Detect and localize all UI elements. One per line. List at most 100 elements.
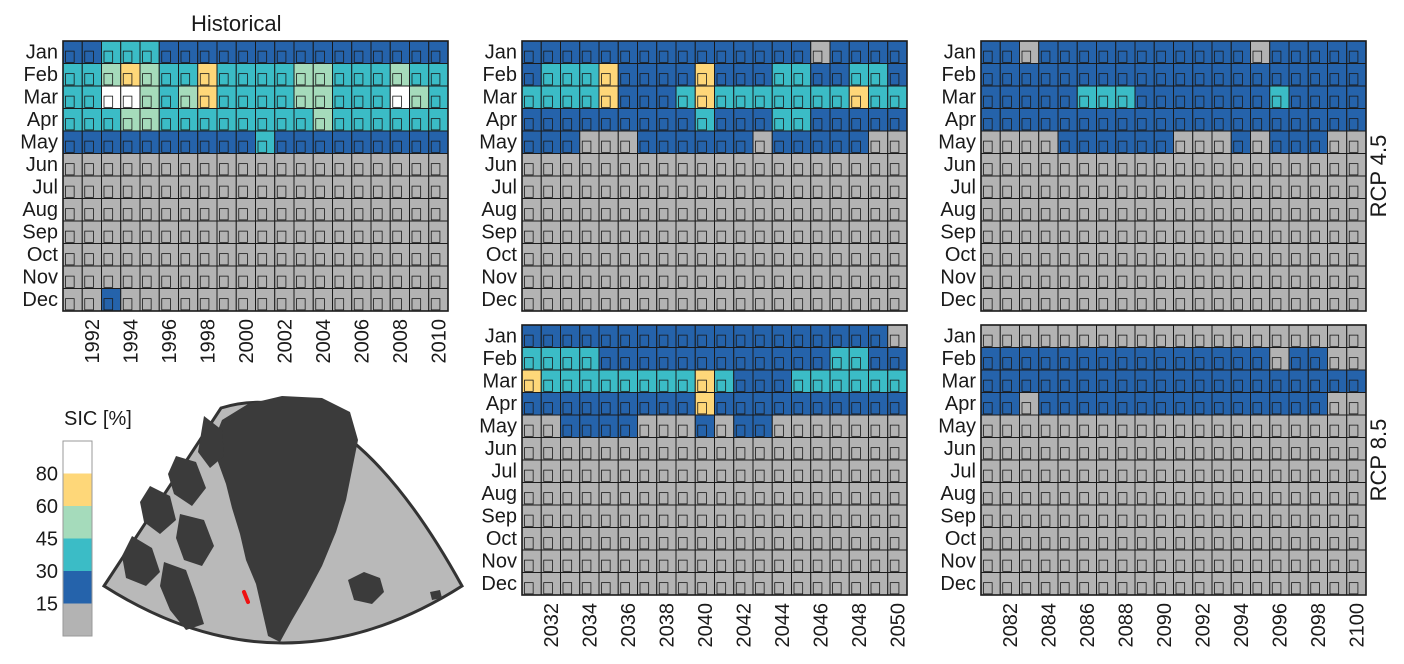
heatmap-cell-inner [716,208,727,221]
heatmap-cell-inner [430,298,441,311]
heatmap-cell-inner [1348,402,1359,415]
heatmap-cell-inner [678,559,688,572]
heatmap-cell-inner [199,95,210,108]
heatmap-cell-inner [639,118,650,131]
heatmap-cell-inner [1021,469,1032,482]
heatmap-cell-inner [983,118,993,131]
heatmap-cell-inner [774,514,784,527]
heatmap-cell-inner [65,73,75,86]
heatmap-cell-inner [1040,163,1051,176]
heatmap-cell-inner [812,469,823,482]
heatmap-cell-inner [199,73,210,86]
heatmap-cell-inner [1137,334,1147,347]
heatmap-cell-inner [543,95,553,108]
heatmap-cell-inner [1348,208,1359,221]
heatmap-cell-inner [581,208,592,221]
heatmap-cell-inner [870,559,881,572]
heatmap-cell-inner [601,379,611,392]
heatmap-cell-inner [1233,163,1243,176]
heatmap-cell-inner [1310,469,1320,482]
heatmap-cell-inner [620,95,630,108]
heatmap-cell-inner [1079,95,1089,108]
heatmap-cell-inner [334,73,345,86]
heatmap-cell-inner [620,559,630,572]
heatmap-cell-inner [1233,73,1243,86]
heatmap-cell-inner [851,424,861,437]
heatmap-cell-inner [84,140,94,153]
heatmap-cell-inner [1156,275,1166,288]
heatmap-cell-inner [851,163,861,176]
heatmap-cell-inner [1271,275,1282,288]
heatmap-cell-inner [755,402,765,415]
heatmap-cell-inner [1194,334,1205,347]
heatmap-cell-inner [620,334,630,347]
heatmap-cell-inner [1040,230,1051,243]
heatmap-cell-inner [678,447,688,460]
heatmap-cell-inner [1117,514,1128,527]
heatmap-cell-inner [1233,379,1243,392]
heatmap-cell-inner [812,163,823,176]
heatmap-cell-inner [1291,118,1301,131]
month-tick-label: Oct [945,528,977,550]
heatmap-cell-inner [238,50,248,63]
heatmap-cell-inner [983,537,993,550]
heatmap-cell-inner [1214,185,1224,198]
panel-frame [62,40,449,312]
heatmap-cell-inner [142,50,152,63]
month-tick-label: Jan [944,326,976,348]
heatmap-cell-inner [65,185,75,198]
heatmap-cell-inner [84,253,94,266]
heatmap-cell-inner [774,469,784,482]
heatmap-cell-inner [562,582,573,595]
heatmap-cell-inner [1329,140,1340,153]
heatmap-cell-inner [735,50,746,63]
heatmap-cell-inner [851,140,861,153]
heatmap-cell-inner [1214,402,1224,415]
year-tick-label: 2092 [1192,603,1214,648]
heatmap-cell-inner [1175,582,1186,595]
heatmap-cell-inner [65,140,75,153]
heatmap-cell-inner [1348,163,1359,176]
heatmap-cell-inner [1021,582,1032,595]
heatmap-cell-inner [562,298,573,311]
heatmap-cell-inner [1079,118,1089,131]
heatmap-cell-inner [639,582,650,595]
heatmap-cell-inner [1291,50,1301,63]
heatmap-cell-inner [180,163,191,176]
heatmap-cell-inner [735,357,746,370]
heatmap-cell-inner [812,559,823,572]
heatmap-cell-inner [373,50,383,63]
heatmap-cell-inner [889,230,900,243]
heatmap-cell-inner [832,50,842,63]
heatmap-cell-inner [296,208,306,221]
heatmap-cell-inner [122,298,133,311]
heatmap-cell-inner [524,298,534,311]
heatmap-cell-inner [219,275,229,288]
heatmap-cell-inner [1098,208,1109,221]
heatmap-cell-inner [1021,424,1032,437]
heatmap-cell-inner [1194,537,1205,550]
heatmap-cell-inner [620,447,630,460]
heatmap-cell-inner [238,140,248,153]
heatmap-cell-inner [430,253,441,266]
heatmap-cell-inner [1271,163,1282,176]
heatmap-cell-inner [353,208,364,221]
heatmap-cell-inner [1310,424,1320,437]
heatmap-cell-inner [1175,379,1186,392]
heatmap-cell-inner [889,140,900,153]
heatmap-cell-inner [1021,73,1032,86]
heatmap-cell-inner [1117,275,1128,288]
heatmap-cell-inner [983,379,993,392]
year-tick-label: 2082 [1000,603,1022,648]
heatmap-cell-inner [658,230,669,243]
heatmap-cell-inner [774,537,784,550]
heatmap-cell-inner [870,140,881,153]
heatmap-cell-inner [735,73,746,86]
heatmap-cell-inner [199,253,210,266]
heatmap-cell-inner [812,50,823,63]
month-tick-label: Jul [491,461,517,483]
heatmap-cell-inner [1252,298,1263,311]
heatmap-cell-inner [983,402,993,415]
heatmap-cell-inner [1002,298,1012,311]
heatmap-cell-inner [1175,50,1186,63]
